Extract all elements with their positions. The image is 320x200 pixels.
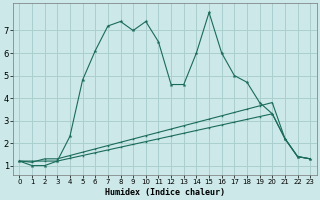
X-axis label: Humidex (Indice chaleur): Humidex (Indice chaleur) bbox=[105, 188, 225, 197]
